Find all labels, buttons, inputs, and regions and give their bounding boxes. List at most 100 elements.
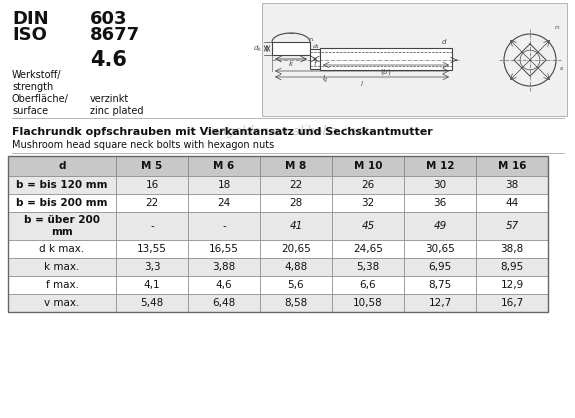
Text: 8,58: 8,58: [285, 298, 308, 308]
Text: $d_k$: $d_k$: [252, 43, 262, 54]
Text: $l_g$: $l_g$: [323, 73, 329, 84]
Text: 30: 30: [434, 180, 447, 190]
Bar: [476, 176, 548, 194]
Bar: [272, 42, 310, 55]
Text: 5,38: 5,38: [356, 262, 380, 272]
Bar: [8, 176, 116, 194]
Bar: [188, 156, 260, 176]
Bar: [310, 49, 320, 69]
Bar: [320, 48, 452, 70]
Bar: [188, 176, 260, 194]
Text: 5,6: 5,6: [288, 280, 304, 290]
Text: 44: 44: [505, 198, 519, 208]
Text: M 16: M 16: [498, 161, 526, 171]
Bar: [404, 240, 476, 258]
Bar: [8, 156, 116, 176]
Bar: [116, 156, 188, 176]
Bar: [332, 194, 404, 212]
Text: Werkstoff/
strength: Werkstoff/ strength: [12, 70, 62, 92]
Text: -: -: [150, 221, 154, 231]
Text: $r_1$: $r_1$: [308, 35, 315, 44]
Text: 8677: 8677: [90, 26, 140, 44]
Bar: [332, 176, 404, 194]
Text: 6,95: 6,95: [428, 262, 451, 272]
Text: 12,7: 12,7: [428, 298, 451, 308]
Text: 3,88: 3,88: [212, 262, 236, 272]
Text: 4,88: 4,88: [285, 262, 308, 272]
Text: k: k: [289, 61, 293, 67]
Text: Flachrundk opfschrauben mit Vierkantansatz und Sechskantmutter: Flachrundk opfschrauben mit Vierkantansa…: [12, 127, 433, 137]
Text: Mushroom head square neck bolts with hexagon nuts: Mushroom head square neck bolts with hex…: [12, 140, 274, 150]
Bar: [476, 212, 548, 240]
Text: 57: 57: [505, 221, 519, 231]
Text: f: f: [314, 61, 316, 67]
Bar: [260, 258, 332, 276]
Text: d k max.: d k max.: [39, 244, 85, 254]
Bar: [260, 294, 332, 312]
Text: 36: 36: [434, 198, 447, 208]
Text: M 8: M 8: [285, 161, 306, 171]
Text: 8,75: 8,75: [428, 280, 451, 290]
Bar: [332, 212, 404, 240]
Bar: [404, 294, 476, 312]
Text: 3,3: 3,3: [144, 262, 160, 272]
Bar: [332, 240, 404, 258]
Text: 49: 49: [434, 221, 447, 231]
Text: ISO: ISO: [12, 26, 47, 44]
Bar: [332, 258, 404, 276]
Text: 4,6: 4,6: [216, 280, 232, 290]
Text: 16: 16: [145, 180, 159, 190]
Bar: [116, 176, 188, 194]
Bar: [116, 276, 188, 294]
Text: d: d: [58, 161, 66, 171]
Text: 38,8: 38,8: [500, 244, 524, 254]
Bar: [8, 258, 116, 276]
Bar: [116, 294, 188, 312]
Text: $l$: $l$: [360, 79, 364, 88]
Bar: [332, 156, 404, 176]
Bar: [476, 258, 548, 276]
Text: 22: 22: [289, 180, 302, 190]
Bar: [8, 240, 116, 258]
Text: $(b)$: $(b)$: [380, 67, 392, 77]
Bar: [260, 240, 332, 258]
Text: 22: 22: [145, 198, 159, 208]
Text: DIN: DIN: [12, 10, 49, 28]
Bar: [116, 240, 188, 258]
Text: $d$: $d$: [441, 37, 447, 46]
Bar: [404, 276, 476, 294]
Text: 16,7: 16,7: [500, 298, 524, 308]
Text: 45: 45: [361, 221, 375, 231]
Text: Oberfläche/
surface: Oberfläche/ surface: [12, 94, 69, 116]
Text: f max.: f max.: [45, 280, 79, 290]
Bar: [8, 194, 116, 212]
Bar: [260, 156, 332, 176]
Text: b = bis 120 mm: b = bis 120 mm: [16, 180, 108, 190]
Bar: [188, 258, 260, 276]
Text: sungolden.en.alibaba.com: sungolden.en.alibaba.com: [205, 125, 369, 138]
Bar: [476, 194, 548, 212]
Text: 6,48: 6,48: [212, 298, 236, 308]
Bar: [476, 240, 548, 258]
Bar: [188, 276, 260, 294]
Bar: [260, 176, 332, 194]
Bar: [332, 276, 404, 294]
Bar: [8, 212, 116, 240]
Text: $d_1$: $d_1$: [312, 42, 320, 51]
Text: 30,65: 30,65: [425, 244, 455, 254]
Bar: [476, 276, 548, 294]
Bar: [262, 3, 567, 116]
Bar: [404, 258, 476, 276]
Text: k max.: k max.: [44, 262, 80, 272]
Text: v max.: v max.: [44, 298, 80, 308]
Text: 16,55: 16,55: [209, 244, 239, 254]
Text: M 5: M 5: [141, 161, 163, 171]
Text: 41: 41: [289, 221, 302, 231]
Text: $r_2$: $r_2$: [554, 23, 561, 32]
Text: M 12: M 12: [426, 161, 454, 171]
Text: 28: 28: [289, 198, 302, 208]
Text: verzinkt
zinc plated: verzinkt zinc plated: [90, 94, 144, 116]
Text: 26: 26: [361, 180, 375, 190]
Text: 4,1: 4,1: [144, 280, 160, 290]
Text: -: -: [222, 221, 226, 231]
